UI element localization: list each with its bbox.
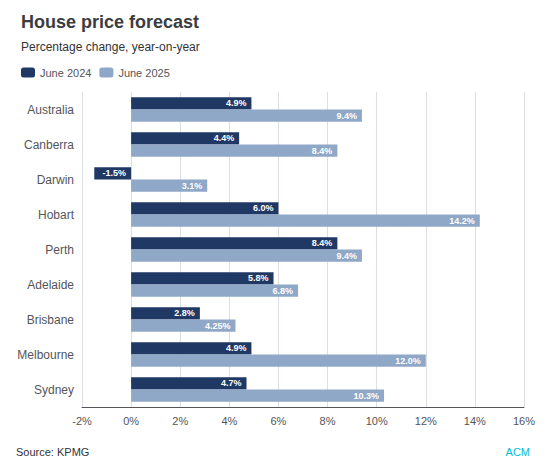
svg-text:Sydney: Sydney xyxy=(34,383,74,397)
svg-text:3.1%: 3.1% xyxy=(182,181,203,191)
svg-text:House price forecast: House price forecast xyxy=(21,12,199,32)
svg-text:0%: 0% xyxy=(123,415,139,427)
svg-text:Hobart: Hobart xyxy=(38,208,75,222)
svg-text:Canberra: Canberra xyxy=(24,138,74,152)
svg-text:10%: 10% xyxy=(366,415,388,427)
svg-text:4%: 4% xyxy=(221,415,237,427)
svg-text:Darwin: Darwin xyxy=(37,173,74,187)
svg-text:8.4%: 8.4% xyxy=(312,238,333,248)
svg-text:14%: 14% xyxy=(464,415,486,427)
svg-text:14.2%: 14.2% xyxy=(449,216,475,226)
svg-text:6.0%: 6.0% xyxy=(253,203,274,213)
svg-text:-1.5%: -1.5% xyxy=(103,168,127,178)
svg-text:June 2025: June 2025 xyxy=(118,67,169,79)
svg-text:12.0%: 12.0% xyxy=(395,356,421,366)
svg-text:4.9%: 4.9% xyxy=(226,343,247,353)
svg-text:Adelaide: Adelaide xyxy=(27,278,74,292)
svg-text:5.8%: 5.8% xyxy=(248,273,269,283)
svg-text:4.9%: 4.9% xyxy=(226,98,247,108)
svg-text:8.4%: 8.4% xyxy=(312,146,333,156)
svg-text:2.8%: 2.8% xyxy=(174,308,195,318)
svg-text:9.4%: 9.4% xyxy=(336,251,357,261)
svg-text:16%: 16% xyxy=(513,415,535,427)
svg-text:8%: 8% xyxy=(320,415,336,427)
svg-text:4.25%: 4.25% xyxy=(205,321,231,331)
svg-text:Melbourne: Melbourne xyxy=(17,348,74,362)
svg-text:2%: 2% xyxy=(172,415,188,427)
svg-text:Brisbane: Brisbane xyxy=(27,313,75,327)
svg-text:June 2024: June 2024 xyxy=(40,67,91,79)
svg-text:-2%: -2% xyxy=(72,415,92,427)
svg-text:Perth: Perth xyxy=(45,243,74,257)
svg-text:10.3%: 10.3% xyxy=(354,391,380,401)
svg-text:4.4%: 4.4% xyxy=(214,133,235,143)
svg-text:6.8%: 6.8% xyxy=(273,286,294,296)
svg-text:Percentage change, year-on-yea: Percentage change, year-on-year xyxy=(21,40,200,54)
svg-text:9.4%: 9.4% xyxy=(336,111,357,121)
svg-text:ACM: ACM xyxy=(506,446,530,458)
svg-text:12%: 12% xyxy=(415,415,437,427)
svg-text:6%: 6% xyxy=(270,415,286,427)
svg-text:Australia: Australia xyxy=(27,103,74,117)
svg-text:Source: KPMG: Source: KPMG xyxy=(16,446,89,458)
svg-text:4.7%: 4.7% xyxy=(221,378,242,388)
